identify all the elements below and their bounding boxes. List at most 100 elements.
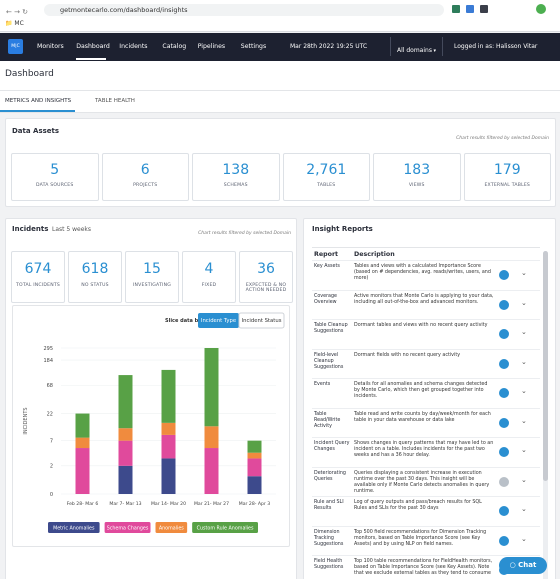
download-button[interactable]	[499, 358, 509, 369]
slice-option: Incident Status	[242, 318, 282, 324]
panel-title: Data Assets	[12, 127, 60, 135]
download-button[interactable]	[499, 329, 509, 339]
stat-card: 138 SCHEMAS	[192, 153, 280, 201]
expand-button[interactable]: ⌄	[521, 357, 527, 366]
date: Mar 28th 2022 19:25 UTC	[290, 43, 368, 50]
y-tick-label: 22	[47, 411, 53, 417]
panel-title: Incidents	[12, 225, 49, 233]
legend-swatch[interactable]	[48, 522, 100, 533]
report-description: Top 500 field recommendations for Dimens…	[354, 529, 487, 547]
x-tick-label: Mar 28- Apr 3	[239, 501, 270, 507]
legend-label: Metric Anomalies	[53, 526, 95, 532]
address-bar[interactable]: getmontecarlo.com/dashboard/insights	[44, 4, 444, 16]
legend-swatch[interactable]	[104, 522, 151, 533]
nav-item[interactable]: Monitors	[37, 43, 64, 50]
top-nav: M|C Mar 28th 2022 19:25 UTC All domains …	[0, 33, 560, 61]
expand-button[interactable]: ⌄	[521, 534, 527, 543]
stat-value: 36	[257, 261, 275, 277]
column-header: Description	[354, 251, 395, 258]
stat-label: SCHEMAS	[223, 182, 248, 188]
url: getmontecarlo.com/dashboard/insights	[60, 6, 188, 14]
nav-item[interactable]: Dashboard	[76, 43, 110, 50]
expand-button[interactable]: ⌄	[521, 505, 527, 513]
y-tick-label: 0	[50, 492, 53, 498]
report-name: Field-level Cleanup Suggestions	[314, 352, 344, 370]
chart-box: Slice data by: Incident Type Incident Stat…	[12, 305, 290, 547]
expand-button[interactable]: ⌄	[521, 446, 527, 454]
bar-segment	[118, 375, 133, 429]
legend-swatch[interactable]	[192, 522, 258, 533]
user: Logged in as: Halisson Vitar	[454, 43, 538, 50]
stat-card: 2,761 TABLES	[282, 153, 370, 201]
incidents-panel: Incidents Last 5 weeks Chart results fil…	[5, 218, 297, 579]
report-name: Incident Query Changes	[314, 441, 350, 452]
expand-button[interactable]: ⌄	[521, 269, 527, 277]
expand-button[interactable]: ⌄	[521, 416, 527, 425]
bookmark[interactable]: 📁 MC	[5, 20, 24, 27]
stat-value: 138	[222, 162, 250, 179]
stat-card: 179 EXTERNAL TABLES	[463, 153, 551, 201]
row-divider	[312, 437, 540, 438]
stat-label: DATA SOURCES	[35, 182, 74, 188]
stat-value: 2,761	[306, 162, 347, 179]
row-divider	[312, 378, 540, 379]
bar-segment	[161, 434, 176, 459]
report-name: Events	[314, 382, 331, 387]
legend-swatch[interactable]	[155, 522, 188, 533]
row-divider	[312, 319, 540, 320]
bar-segment	[75, 448, 90, 494]
report-description: Dormant tables and views with no recent …	[354, 323, 488, 328]
bar-segment	[118, 465, 133, 494]
bar-segment	[247, 440, 262, 453]
expand-button[interactable]: ⌄	[521, 387, 527, 395]
download-button[interactable]	[499, 447, 509, 457]
stat-card: 6 PROJECTS	[101, 153, 189, 201]
expand-button[interactable]: ⌄	[521, 475, 527, 484]
report-description: Top 100 table recommendations for FieldH…	[354, 559, 493, 576]
stat-card: 674 TOTAL INCIDENTS	[11, 251, 65, 303]
report-description: Active monitors that Monte Carlo is appl…	[354, 293, 494, 305]
data-assets-panel: Data Assets Chart results filtered by se…	[5, 118, 556, 207]
bookmark-label: MC	[14, 20, 24, 27]
stat-card: 183 VIEWS	[373, 153, 461, 201]
nav-item[interactable]: Settings	[240, 43, 267, 50]
nav-item[interactable]: Catalog	[162, 43, 187, 50]
stat-label: FIXED	[201, 283, 217, 288]
panel-note: Chart results filtered by selected Domai…	[198, 231, 291, 236]
x-tick-label: Mar 21- Mar 27	[194, 501, 229, 507]
report-name: Coverage Overview	[314, 293, 337, 305]
row-divider	[312, 466, 540, 468]
download-button[interactable]	[499, 388, 509, 398]
nav-item[interactable]: Pipelines	[197, 43, 226, 50]
chat-button[interactable]: ○ Chat	[499, 557, 547, 574]
download-button[interactable]	[499, 476, 509, 487]
download-button[interactable]	[499, 270, 509, 280]
expand-button[interactable]: ⌄	[521, 328, 527, 336]
scrollbar[interactable]	[543, 251, 548, 579]
download-button[interactable]	[499, 506, 509, 516]
page-title: Dashboard	[5, 69, 54, 79]
download-button[interactable]	[499, 299, 509, 310]
tab[interactable]: TABLE HEALTH	[95, 98, 135, 104]
slice-button[interactable]	[238, 312, 285, 329]
stat-value: 15	[143, 261, 161, 277]
nav-item[interactable]: Incidents	[119, 43, 148, 50]
download-button[interactable]	[499, 535, 509, 546]
nav-active-underline	[76, 58, 107, 60]
stat-label: PROJECTS	[133, 182, 158, 188]
tab[interactable]: METRICS AND INSIGHTS	[5, 98, 72, 104]
row-divider	[312, 555, 540, 556]
domain-select[interactable]: All domains ▾	[390, 37, 444, 56]
expand-button[interactable]: ⌄	[521, 298, 527, 307]
logo[interactable]: M|C	[8, 39, 23, 54]
slice-button[interactable]	[198, 313, 239, 328]
slice-label: Slice data by:	[165, 318, 203, 324]
bar-segment	[247, 452, 262, 459]
tabs: METRICS AND INSIGHTS TABLE HEALTH	[0, 91, 560, 113]
report-description: Shows changes in query patterns that may…	[354, 441, 494, 458]
download-button[interactable]	[499, 417, 509, 428]
stat-value: 4	[204, 261, 214, 277]
y-tick-label: 2	[50, 464, 53, 470]
stat-card: 618 NO STATUS	[68, 251, 122, 303]
